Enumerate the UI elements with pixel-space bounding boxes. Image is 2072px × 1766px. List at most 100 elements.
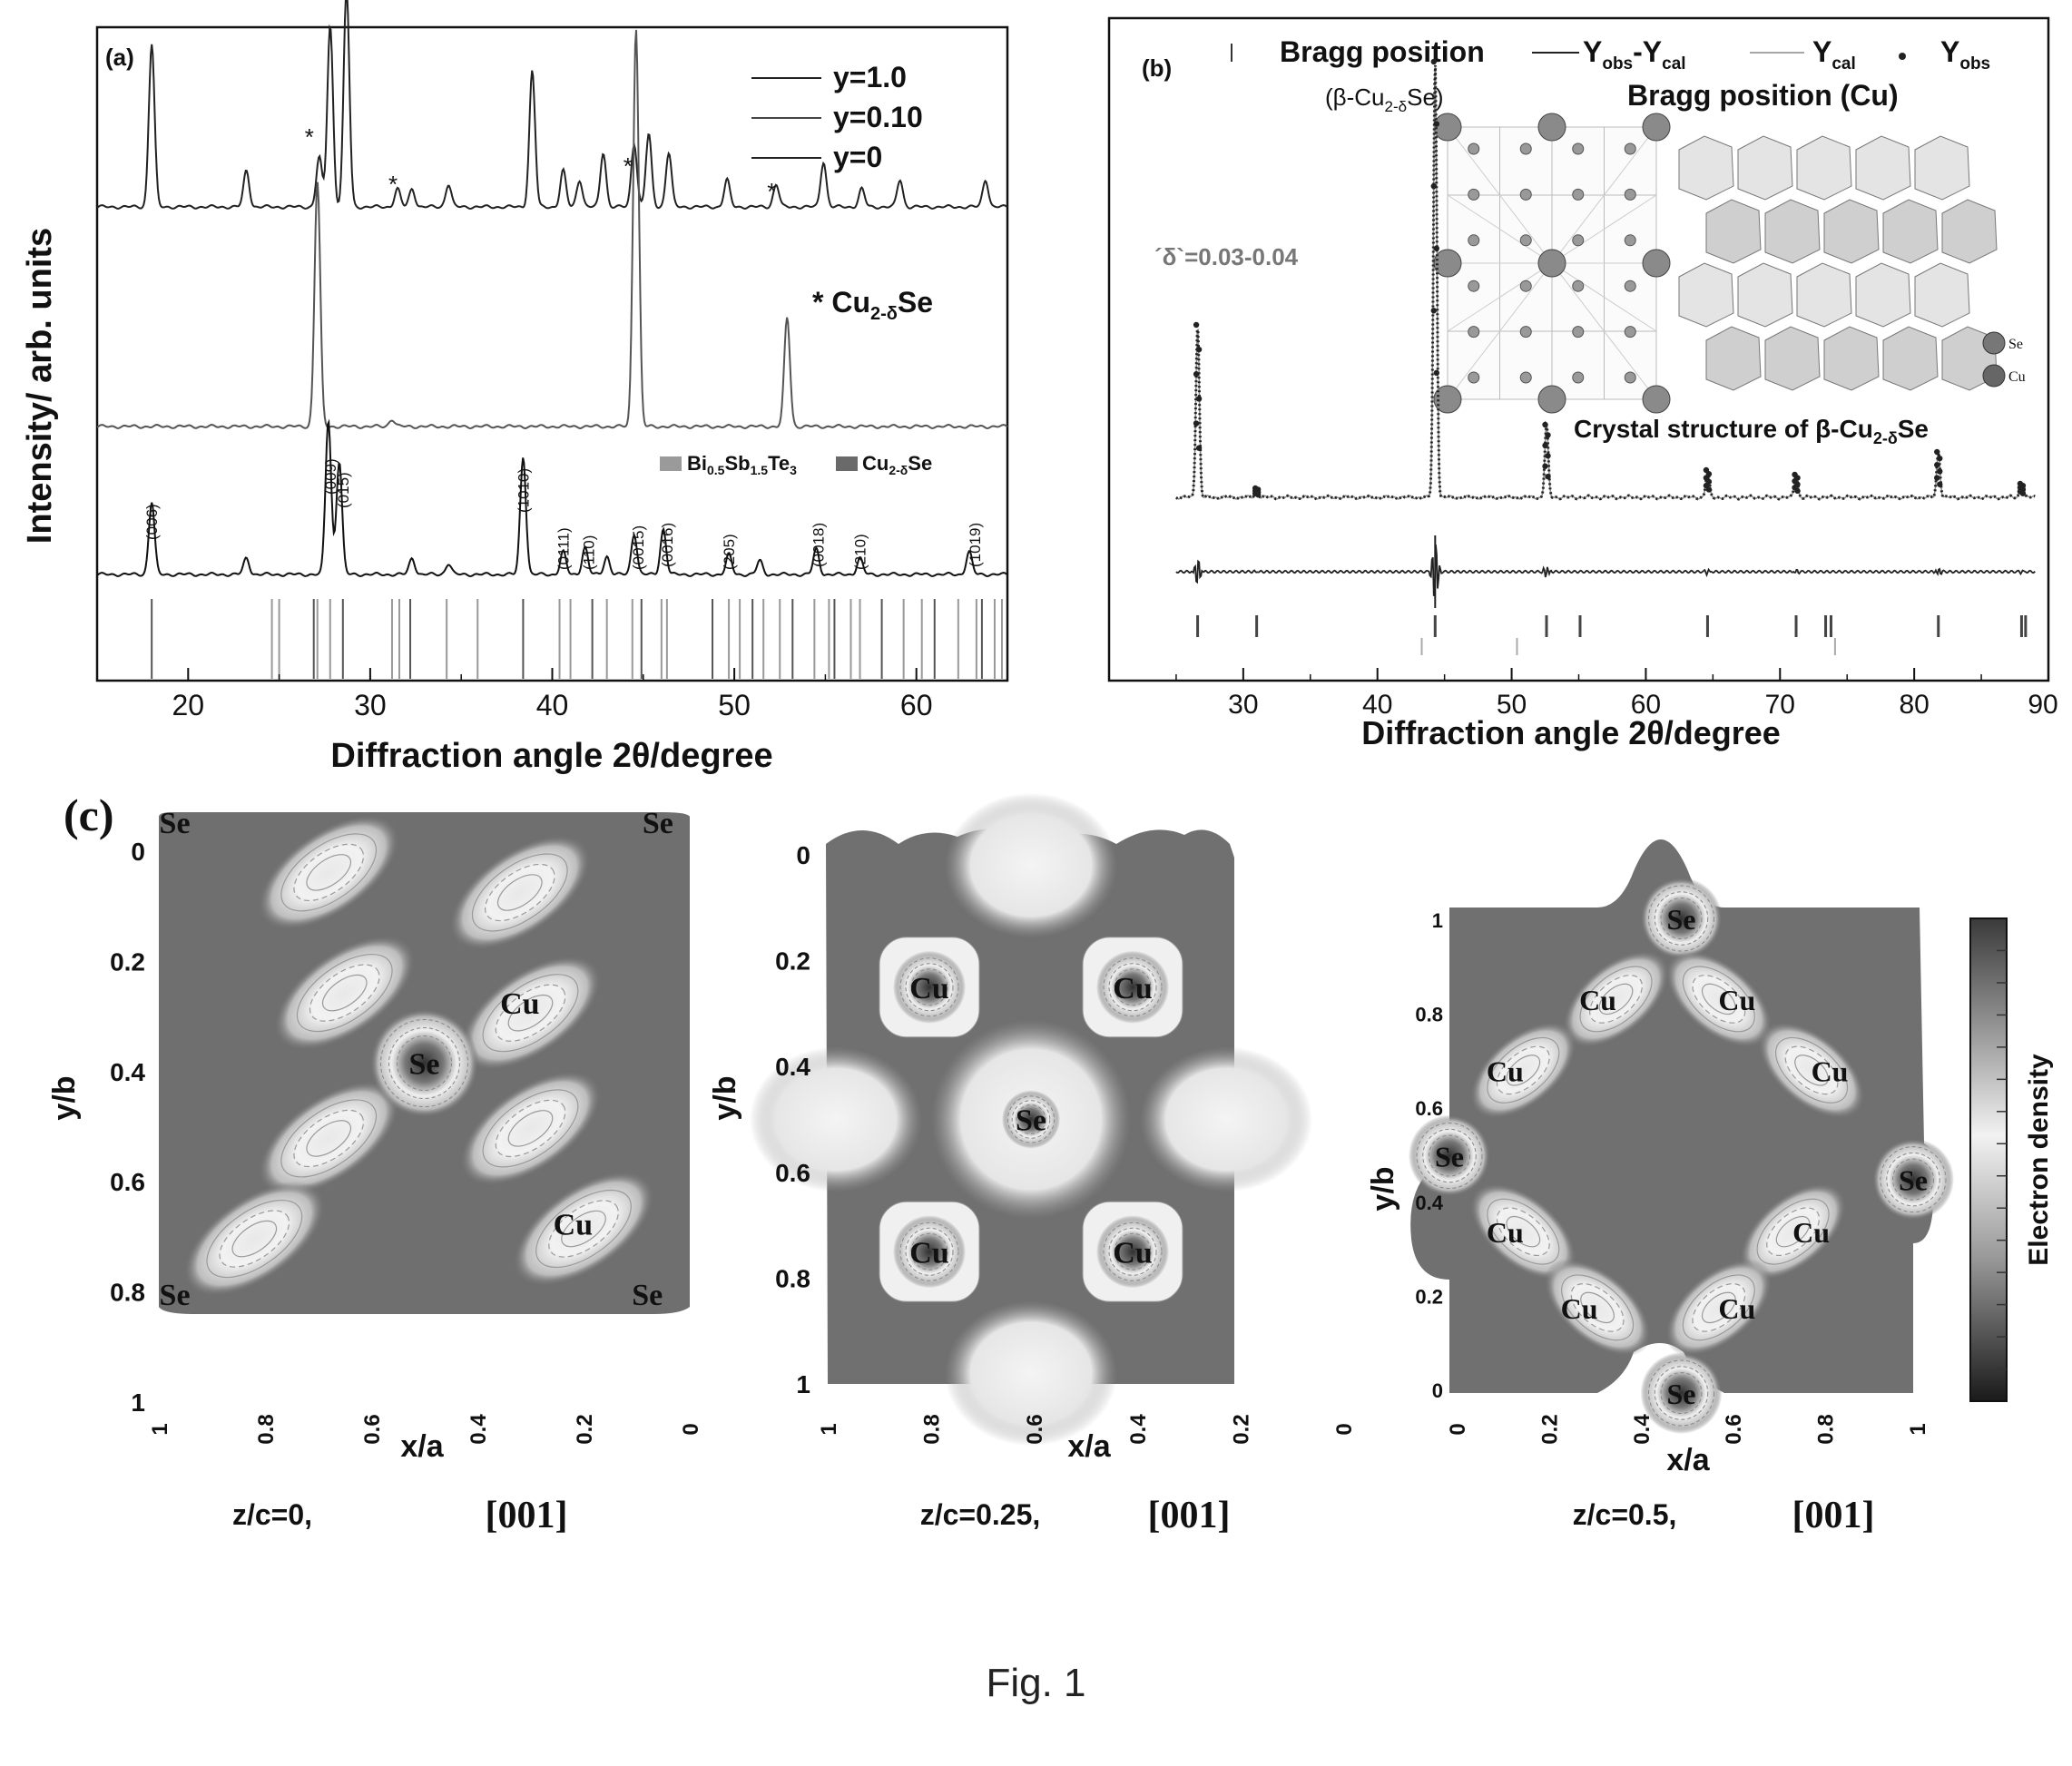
map-x-tick-label: 0: [1446, 1423, 1470, 1435]
lattice-cu-atom: [1572, 234, 1585, 247]
lattice-cu-atom: [1519, 326, 1532, 338]
se-density-peak: [893, 950, 966, 1024]
legend-bragg-position: Bragg position: [1280, 35, 1485, 68]
polyhedron: [1823, 199, 1880, 264]
se-contour: [1011, 1100, 1051, 1139]
inset-legend-cu-ball: [1982, 364, 2006, 388]
se-edge-region: [945, 1300, 1117, 1447]
cu-density-lobe-contour: [306, 1120, 352, 1157]
lattice-se-atom: [1537, 249, 1566, 278]
map-z025-features: Cu Cu Se Cu Cu: [749, 792, 1313, 1447]
lattice-cu-atom: [1468, 142, 1480, 155]
se-contour: [1892, 1158, 1934, 1201]
yobs-dot: [1430, 182, 1437, 190]
cu-density-lobe-contour: [1682, 966, 1755, 1033]
cu2se-star-marker: *: [767, 178, 776, 205]
x-tick-label: 20: [172, 689, 205, 721]
map-x-tick-label: 1: [817, 1423, 841, 1435]
polyhedron: [1764, 199, 1821, 264]
map-y-tick-label: 0.2: [775, 947, 810, 976]
map-y-tick-label: 0.4: [775, 1053, 810, 1081]
se-contour: [1429, 1134, 1470, 1177]
lattice-cu-atom: [1624, 234, 1636, 247]
yobs-dot: [1195, 346, 1203, 353]
se-contour: [1886, 1152, 1940, 1207]
atom-label-cu: Cu: [909, 1236, 948, 1270]
polyhedron: [1914, 262, 1970, 328]
map-x-tick-label: 1: [1906, 1423, 1930, 1435]
se-contour: [388, 1027, 460, 1099]
peak-label: (110): [581, 535, 598, 570]
cu-density-lobe: [1664, 950, 1772, 1048]
peak-label: (0015): [630, 525, 647, 570]
map-x-tick-label: 0.6: [360, 1414, 385, 1444]
atom-label-cu: Cu: [1113, 1236, 1152, 1270]
lattice-cu-atom: [1624, 142, 1636, 155]
cu-density-lobe-contour: [321, 974, 368, 1012]
atom-label-cu: Cu: [1718, 1292, 1755, 1325]
inset-polyhedra: [1678, 135, 1998, 391]
se-contour: [1660, 1372, 1703, 1414]
se-contour: [1108, 1227, 1157, 1276]
legend-swatch-cu2se: [836, 456, 858, 471]
atom-label-se: Se: [643, 807, 673, 840]
cu2se-star-marker: *: [388, 171, 398, 198]
lattice-cu-atom: [1624, 188, 1636, 201]
map-ylabel: y/b: [1366, 1166, 1400, 1211]
lattice-cu-atom: [1468, 280, 1480, 292]
map-y-tick-label: 0.2: [110, 947, 145, 976]
lattice-cu-atom: [1572, 326, 1585, 338]
legend-ycal: Ycal: [1812, 35, 1856, 74]
lattice-se-atom: [1433, 249, 1462, 278]
series-line-0: [96, 0, 1008, 211]
polyhedron: [1914, 135, 1970, 201]
atom-label-se: Se: [160, 807, 191, 840]
cu-density-lobe: [1758, 1021, 1865, 1119]
cu-density-lobe: [1739, 1182, 1847, 1280]
cu-density-lobe-contour: [1701, 983, 1736, 1015]
panel-a-legend: y=1.0 y=0.10 y=0: [751, 61, 923, 173]
panel-c-axes: 1 0.8 0.6 0.4 0.2 0 0 0.2 0.4 0.6 0.8 1 x/a y/b z/c=0,…: [47, 838, 1930, 1536]
cu2se-star-marker: *: [305, 123, 314, 151]
yobs-dot: [1545, 473, 1551, 480]
map-x-tick-label: 0.6: [1722, 1414, 1746, 1444]
yobs-dot: [1542, 421, 1548, 428]
yobs-dot: [1193, 321, 1200, 329]
cu-density-lobe-contour: [206, 1199, 303, 1279]
se-density-peak: [1640, 878, 1723, 959]
cu-density-lobe-contour: [1766, 1207, 1821, 1257]
yobs-dot: [1934, 462, 1940, 468]
map-y-tick-label: 0.6: [1415, 1097, 1443, 1120]
map-y-tick-label: 0.8: [1415, 1004, 1443, 1026]
atom-label-se: Se: [1667, 903, 1696, 936]
series-line-2: [96, 418, 1008, 578]
cu-density-lobe-contour: [1487, 1036, 1560, 1104]
panel-b-bragg-ticks: [1196, 615, 2028, 655]
peak-label: (0016): [659, 523, 676, 567]
peak-label: (0111): [555, 527, 573, 570]
se-contour: [899, 1221, 959, 1281]
cu-density-lobe-contour: [280, 1099, 378, 1178]
se-density-peak: [893, 1215, 966, 1289]
polyhedron: [1678, 135, 1734, 201]
atom-label-se: Se: [160, 1279, 191, 1312]
legend-yobs-ycal: Yobs-Ycal: [1583, 35, 1686, 74]
x-tick-label: 30: [354, 689, 387, 721]
se-contour: [397, 1035, 452, 1091]
map-z025: Cu Cu Se Cu Cu: [749, 792, 1313, 1447]
lattice-se-atom: [1433, 385, 1462, 414]
se-contour: [1007, 1095, 1056, 1143]
peak-label: (205): [721, 534, 738, 570]
panel-b-x-axis: 30 40 50 60 70 80 90: [1175, 668, 2058, 720]
map-title: z/c=0.25,: [920, 1498, 1041, 1531]
se-contour: [1108, 963, 1157, 1012]
yobs-dot: [1705, 486, 1713, 493]
cu2se-star: * Cu: [812, 286, 870, 319]
atom-label-se: Se: [1016, 1104, 1046, 1138]
map-z0-features: Se Se Se Cu Cu Se Se: [160, 807, 673, 1312]
panel-a-label: (a): [105, 44, 134, 71]
se-contour: [905, 963, 954, 1012]
atom-label-cu: Cu: [909, 972, 948, 1006]
map-title: z/c=0.5,: [1573, 1498, 1677, 1531]
se-contour: [910, 968, 948, 1006]
